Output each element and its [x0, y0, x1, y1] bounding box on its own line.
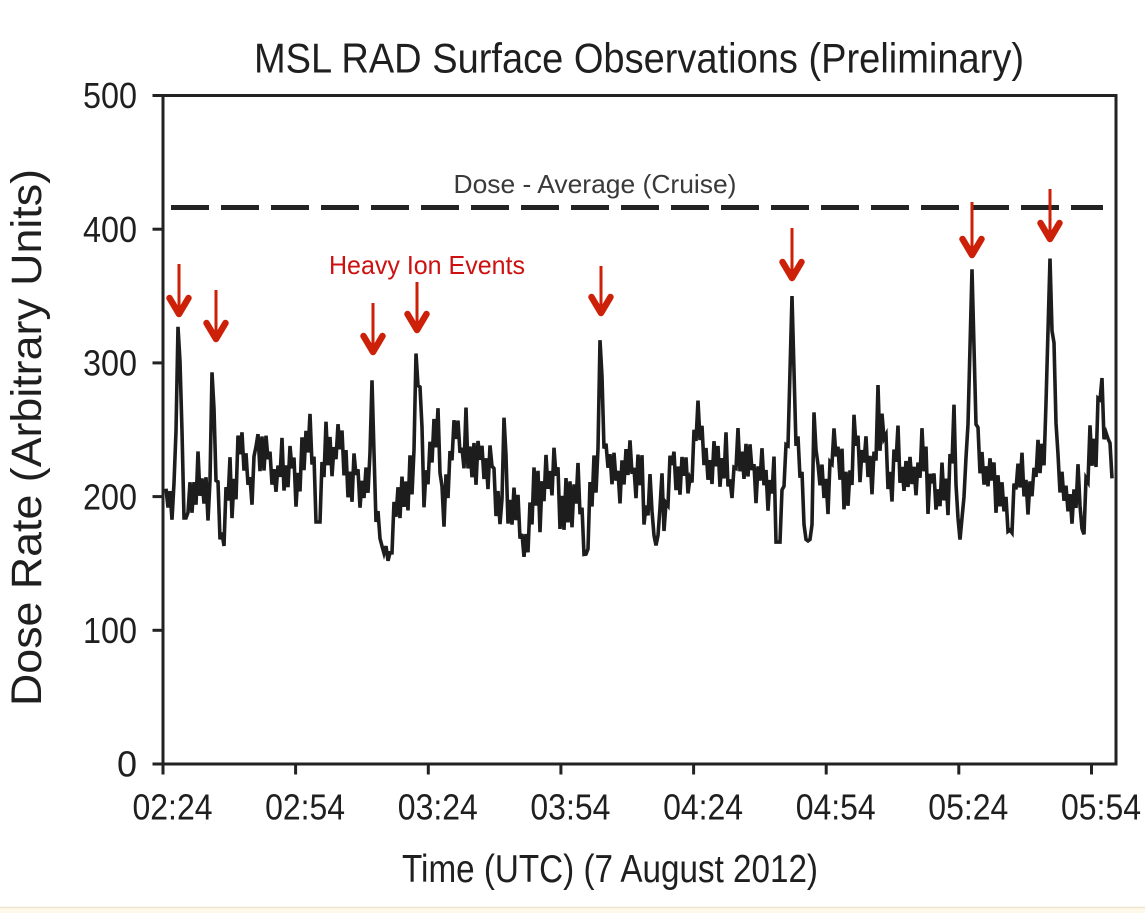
svg-text:MSL RAD Surface Observations (: MSL RAD Surface Observations (Preliminar…	[254, 35, 1024, 82]
svg-text:300: 300	[83, 343, 137, 384]
svg-text:05:24: 05:24	[928, 787, 1008, 828]
svg-text:04:24: 04:24	[663, 787, 743, 828]
svg-text:Dose Rate (Arbitrary Units): Dose Rate (Arbitrary Units)	[3, 169, 51, 706]
svg-text:03:54: 03:54	[530, 787, 610, 828]
svg-text:100: 100	[83, 610, 137, 651]
svg-text:02:24: 02:24	[133, 787, 213, 828]
svg-text:0: 0	[117, 744, 137, 785]
svg-text:Dose - Average (Cruise): Dose - Average (Cruise)	[454, 169, 737, 199]
svg-text:02:54: 02:54	[265, 787, 345, 828]
svg-text:04:54: 04:54	[796, 787, 876, 828]
svg-text:Time (UTC) (7 August 2012): Time (UTC) (7 August 2012)	[402, 848, 818, 891]
svg-text:500: 500	[83, 75, 137, 116]
svg-text:200: 200	[83, 476, 137, 517]
svg-text:Heavy Ion Events: Heavy Ion Events	[329, 250, 525, 280]
svg-text:03:24: 03:24	[398, 787, 478, 828]
svg-text:05:54: 05:54	[1061, 787, 1141, 828]
svg-text:400: 400	[83, 209, 137, 250]
